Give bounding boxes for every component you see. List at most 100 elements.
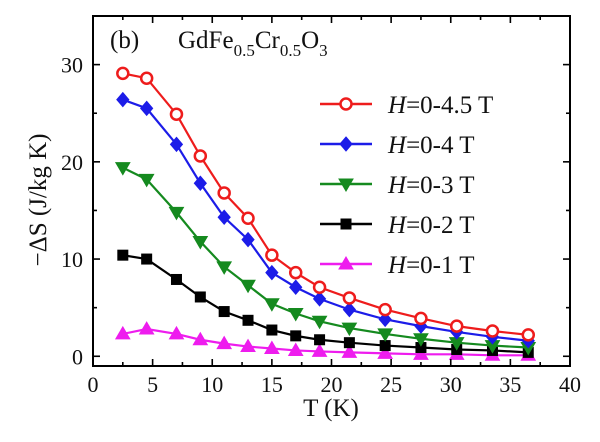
- data-point: [314, 334, 326, 346]
- data-point: [240, 279, 256, 294]
- data-point: [216, 261, 233, 275]
- data-point: [289, 279, 303, 296]
- legend-label: H=0-4.5 T: [387, 92, 493, 119]
- legend-item: H=0-4 T: [320, 132, 475, 159]
- data-point: [114, 162, 131, 176]
- data-point: [170, 273, 182, 285]
- data-point: [241, 211, 255, 225]
- data-point: [216, 335, 233, 350]
- data-point: [139, 71, 154, 85]
- legend-marker: [339, 97, 353, 111]
- data-point: [287, 308, 304, 322]
- legend-label: H=0-1 T: [387, 252, 475, 279]
- data-point: [218, 306, 230, 318]
- data-point: [116, 66, 130, 81]
- data-point: [169, 107, 184, 121]
- data-point: [265, 248, 279, 262]
- data-point: [288, 265, 303, 280]
- legend-marker: [339, 136, 353, 152]
- data-point: [169, 136, 184, 153]
- y-tick-label: 20: [61, 150, 83, 175]
- data-point: [449, 319, 464, 333]
- data-point: [290, 330, 302, 342]
- x-tick-label: 25: [380, 372, 402, 397]
- legend-item: H=0-2 T: [320, 212, 475, 239]
- x-tick-label: 35: [499, 372, 521, 397]
- data-point: [192, 236, 209, 250]
- legend: H=0-4.5 T H=0-4 T H=0-3 T H=0-2 T H=0-1 T: [320, 92, 493, 279]
- data-point: [193, 149, 208, 163]
- data-point: [521, 328, 536, 342]
- data-point: [194, 291, 206, 303]
- data-point: [141, 253, 153, 265]
- data-point: [311, 315, 328, 330]
- data-point: [377, 345, 394, 359]
- data-point: [264, 340, 280, 354]
- data-point: [242, 314, 254, 326]
- y-axis-title: −ΔS (J/kg K): [25, 134, 52, 267]
- compound-label: GdFe0.5Cr0.5O3: [178, 27, 328, 60]
- y-tick-label: 30: [61, 53, 83, 78]
- x-tick-label: 0: [88, 372, 99, 397]
- x-tick-label: 15: [261, 372, 283, 397]
- x-axis-title: T (K): [303, 395, 359, 422]
- data-point: [264, 298, 280, 312]
- x-tick-label: 10: [201, 372, 223, 397]
- series-layer: [114, 66, 537, 361]
- data-point: [241, 231, 255, 248]
- data-point: [217, 186, 231, 200]
- legend-marker: [340, 218, 352, 230]
- data-point: [342, 291, 357, 305]
- legend-item: H=0-4.5 T: [320, 92, 493, 119]
- data-point: [266, 324, 278, 336]
- data-point: [265, 264, 279, 281]
- data-point: [117, 249, 129, 261]
- data-point: [378, 311, 392, 328]
- legend-marker: [338, 256, 354, 270]
- y-tick-label: 0: [72, 344, 83, 369]
- panel-label: (b): [110, 27, 139, 54]
- data-point: [312, 291, 327, 307]
- data-point: [311, 343, 328, 357]
- x-tick-label: 20: [321, 372, 343, 397]
- data-point: [168, 325, 185, 340]
- data-point: [116, 91, 130, 108]
- data-point: [377, 328, 394, 342]
- data-point: [343, 337, 355, 349]
- legend-label: H=0-3 T: [387, 172, 475, 199]
- series-H=0-3 T: [114, 162, 537, 356]
- legend-label: H=0-2 T: [387, 212, 475, 239]
- data-point: [312, 280, 327, 294]
- x-tick-label: 30: [440, 372, 462, 397]
- data-point: [379, 340, 391, 352]
- legend-marker: [338, 178, 354, 192]
- plot-frame: [92, 15, 571, 367]
- data-point: [217, 209, 231, 226]
- data-point: [114, 325, 131, 340]
- x-tick-label: 5: [147, 372, 158, 397]
- data-point: [140, 100, 154, 117]
- legend-item: H=0-1 T: [320, 252, 475, 279]
- series-H=0-1 T: [114, 321, 537, 361]
- legend-label: H=0-4 T: [387, 132, 475, 159]
- series-H=0-4.5 T: [116, 66, 536, 342]
- data-point: [341, 322, 358, 337]
- data-point: [168, 206, 185, 221]
- data-point: [341, 344, 358, 358]
- data-point: [413, 346, 429, 360]
- data-point: [240, 338, 256, 353]
- x-tick-label: 40: [559, 372, 581, 397]
- data-point: [414, 311, 428, 326]
- data-point: [485, 324, 500, 338]
- legend-item: H=0-3 T: [320, 172, 475, 199]
- data-point: [138, 321, 155, 335]
- ticks-layer: 0 5 10 15 20 25 30 35 40 0 10 20 30: [61, 15, 581, 397]
- data-point: [342, 301, 357, 318]
- data-point: [287, 342, 304, 356]
- data-point: [192, 331, 209, 346]
- data-point: [378, 302, 392, 317]
- data-point: [193, 175, 207, 191]
- y-tick-label: 10: [61, 247, 83, 272]
- data-point: [138, 173, 155, 188]
